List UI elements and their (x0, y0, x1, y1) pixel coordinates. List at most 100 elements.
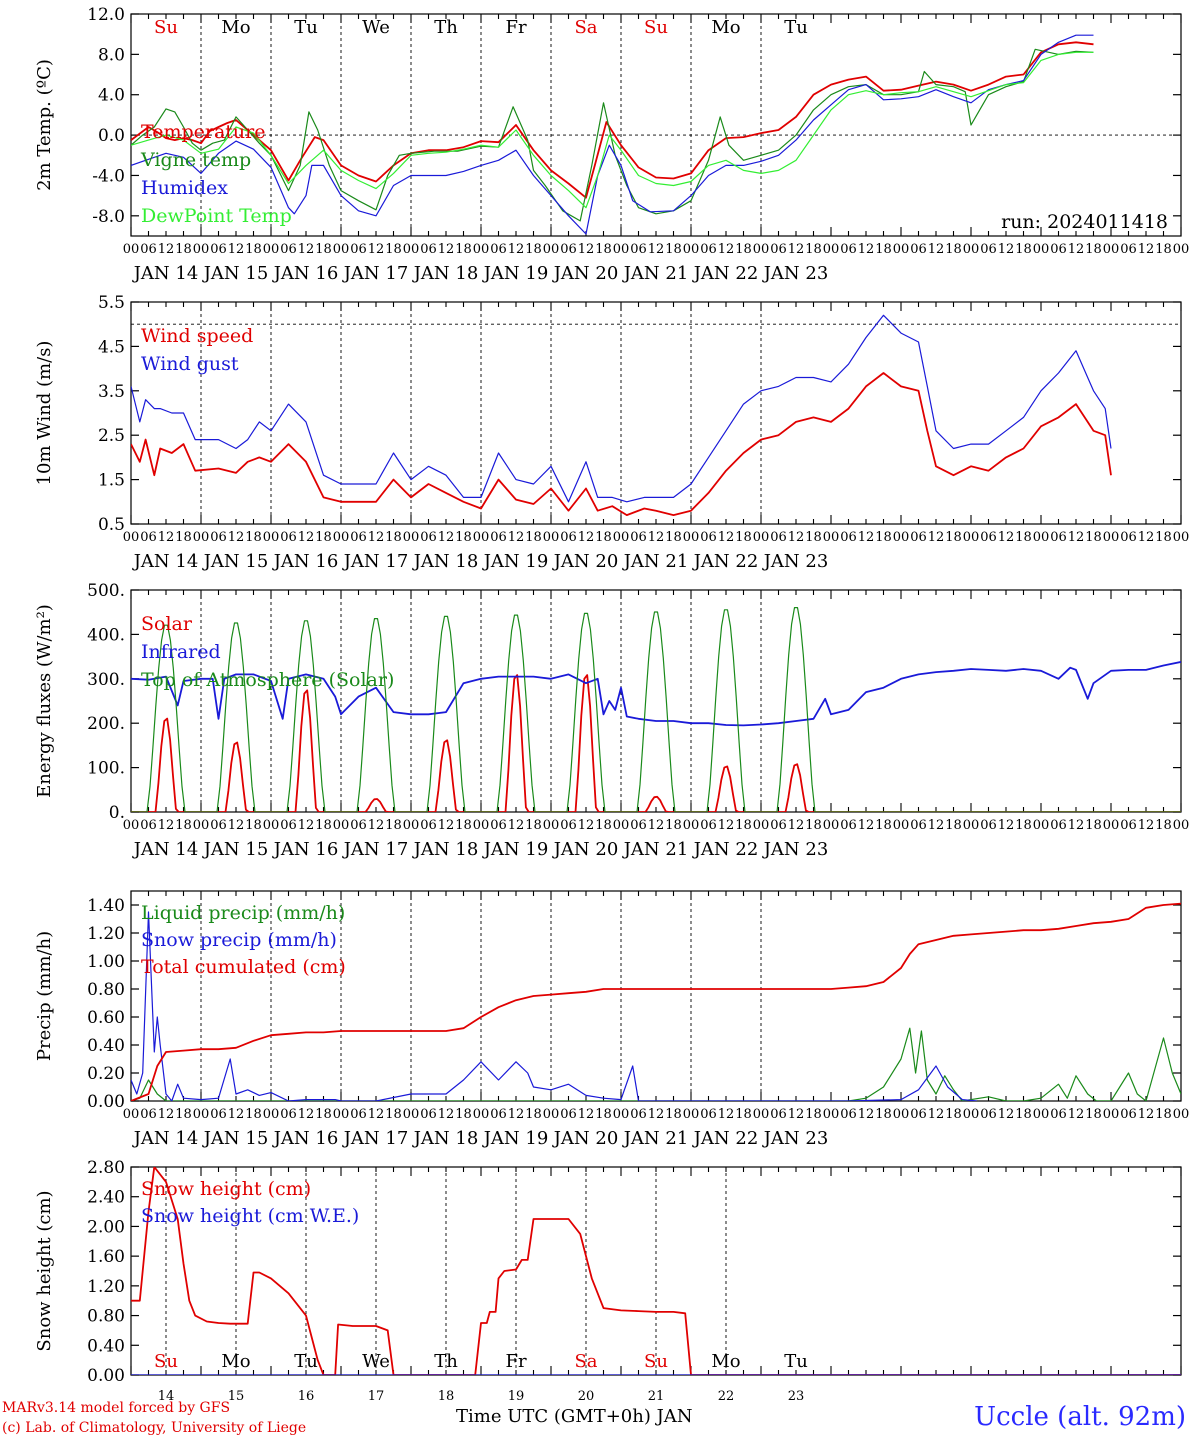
hour-tick-label: 00 (1173, 530, 1190, 545)
hour-tick-label: 06 (420, 242, 437, 257)
hour-tick-label: 18 (175, 530, 192, 545)
hour-tick-label: 18 (455, 818, 472, 833)
legend-entry: DewPoint Temp (141, 205, 292, 227)
date-label: JAN 18 (412, 263, 479, 284)
hour-tick-label: 00 (403, 242, 420, 257)
hour-tick-label: 00 (543, 818, 560, 833)
legend-entry: Infrared (141, 641, 221, 663)
weekday-label: Th (434, 1351, 458, 1372)
y-tick-label: 500. (87, 581, 125, 601)
hour-tick-label: 00 (1103, 530, 1120, 545)
hour-tick-label: 00 (473, 1107, 490, 1122)
hour-tick-label: 12 (858, 242, 875, 257)
hour-tick-label: 00 (1173, 242, 1190, 257)
plot-frame (130, 13, 1182, 237)
hour-tick-label: 18 (315, 818, 332, 833)
panel-1: 12.08.04.00.0-4.0-8.02m Temp. (ºC)00 06 12… (34, 5, 1189, 284)
y-tick-label: 100. (87, 759, 125, 779)
hour-tick-label: 06 (560, 242, 577, 257)
date-label: JAN 14 (132, 1128, 199, 1149)
run-label: run: 2024011418 (1001, 211, 1168, 233)
series-group (131, 34, 1094, 235)
hour-tick-label: 18 (945, 530, 962, 545)
y-tick-label: 4.5 (98, 337, 125, 357)
date-label: JAN 16 (272, 263, 339, 284)
hour-tick-label: 06 (140, 530, 157, 545)
y-tick-label: 1.5 (98, 471, 125, 491)
hour-tick-label: 18 (385, 242, 402, 257)
hour-tick-label: 00 (893, 530, 910, 545)
y-tick-label: 0.40 (87, 1336, 125, 1356)
hour-tick-label: 12 (508, 242, 525, 257)
legend-entry: Top of Atmosphere (Solar) (141, 669, 394, 691)
hour-tick-label: 00 (893, 818, 910, 833)
date-label: JAN 16 (272, 839, 339, 860)
hour-tick-label: 00 (683, 530, 700, 545)
hour-tick-label: 00 (403, 530, 420, 545)
hour-tick-label: 00 (613, 242, 630, 257)
hour-tick-label: 12 (228, 818, 245, 833)
credit-line-1: MARv3.14 model forced by GFS (2, 1400, 231, 1416)
date-label: JAN 23 (762, 263, 829, 284)
hour-tick-label: 12 (648, 818, 665, 833)
panel-4: 1.40 1.20 1.00 0.80 0.60 0.40 0.20 0.00 Precip (… (34, 890, 1189, 1149)
weekday-label: Mo (711, 17, 740, 38)
hour-tick-label: 18 (315, 242, 332, 257)
hour-tick-label: 00 (613, 818, 630, 833)
hour-tick-label: 06 (980, 818, 997, 833)
hour-tick-label: 00 (963, 530, 980, 545)
y-tick-label: 0. (109, 803, 125, 823)
hour-tick-label: 00 (543, 530, 560, 545)
hour-tick-label: 12 (718, 1107, 735, 1122)
hour-tick-label: 00 (333, 818, 350, 833)
series-group (131, 902, 1181, 1101)
series-group (131, 607, 1181, 812)
hour-tick-label: 12 (998, 818, 1015, 833)
y-tick-label: 8.0 (98, 45, 125, 65)
weekday-label: Fr (505, 17, 526, 38)
hour-tick-label: 18 (1155, 818, 1172, 833)
hour-tick-label: 06 (630, 1107, 647, 1122)
hour-tick-label: 06 (630, 242, 647, 257)
hour-tick-label: 12 (788, 242, 805, 257)
hour-tick-label: 00 (823, 818, 840, 833)
day-number-label: 21 (648, 1389, 665, 1404)
series-line-3 (131, 902, 1181, 1101)
hour-tick-label: 18 (1015, 818, 1032, 833)
hour-tick-label: 12 (1068, 530, 1085, 545)
hour-tick-label: 06 (280, 530, 297, 545)
hour-tick-label: 06 (840, 818, 857, 833)
hour-tick-label: 12 (578, 242, 595, 257)
hour-tick-label: 00 (753, 530, 770, 545)
hour-tick-label: 00 (683, 242, 700, 257)
hour-tick-label: 00 (263, 818, 280, 833)
hour-tick-label: 12 (998, 530, 1015, 545)
y-axis-label: Snow height (cm) (34, 1190, 55, 1351)
hour-tick-label: 06 (980, 1107, 997, 1122)
hour-tick-label: 12 (578, 530, 595, 545)
hour-tick-label: 00 (193, 818, 210, 833)
hour-tick-label: 00 (1033, 242, 1050, 257)
hour-tick-label: 18 (525, 1107, 542, 1122)
y-tick-label: 0.00 (87, 1092, 125, 1112)
date-label: JAN 16 (272, 1128, 339, 1149)
hour-tick-label: 12 (928, 242, 945, 257)
hour-tick-label: 12 (858, 1107, 875, 1122)
hour-tick-label: 06 (420, 1107, 437, 1122)
hour-tick-label: 06 (1120, 1107, 1137, 1122)
hour-tick-label: 12 (158, 818, 175, 833)
y-axis-label: 2m Temp. (ºC) (34, 59, 55, 191)
series-line-2 (131, 48, 1094, 222)
y-tick-label: 0.00 (87, 1366, 125, 1386)
date-label: JAN 23 (762, 551, 829, 572)
hour-tick-label: 06 (1050, 1107, 1067, 1122)
hour-tick-label: 12 (648, 242, 665, 257)
legend-entry: Temperature (141, 121, 265, 143)
date-label: JAN 15 (202, 1128, 269, 1149)
hour-tick-label: 12 (648, 1107, 665, 1122)
series-group (131, 314, 1112, 516)
date-label: JAN 20 (552, 839, 619, 860)
hour-tick-label: 18 (875, 818, 892, 833)
hour-tick-label: 00 (1103, 242, 1120, 257)
weekday-label: Tu (784, 17, 808, 38)
